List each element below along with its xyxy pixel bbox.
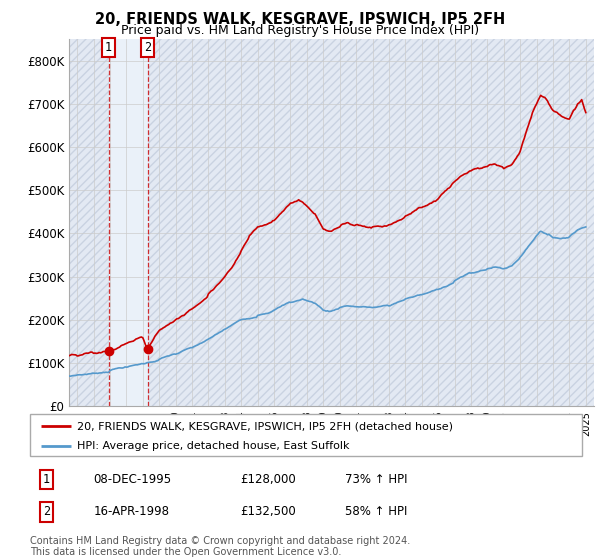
- Text: 1: 1: [105, 41, 112, 54]
- Text: 20, FRIENDS WALK, KESGRAVE, IPSWICH, IP5 2FH: 20, FRIENDS WALK, KESGRAVE, IPSWICH, IP5…: [95, 12, 505, 27]
- Bar: [69, 39, 109, 406]
- Text: Price paid vs. HM Land Registry's House Price Index (HPI): Price paid vs. HM Land Registry's House …: [121, 24, 479, 36]
- Text: 73% ↑ HPI: 73% ↑ HPI: [344, 473, 407, 486]
- Text: 2: 2: [43, 505, 50, 519]
- Text: 20, FRIENDS WALK, KESGRAVE, IPSWICH, IP5 2FH (detached house): 20, FRIENDS WALK, KESGRAVE, IPSWICH, IP5…: [77, 421, 453, 431]
- Text: 58% ↑ HPI: 58% ↑ HPI: [344, 505, 407, 519]
- Text: £132,500: £132,500: [240, 505, 296, 519]
- Text: 16-APR-1998: 16-APR-1998: [94, 505, 169, 519]
- Text: Contains HM Land Registry data © Crown copyright and database right 2024.
This d: Contains HM Land Registry data © Crown c…: [30, 535, 410, 557]
- Bar: [109, 39, 148, 406]
- Text: £128,000: £128,000: [240, 473, 296, 486]
- FancyBboxPatch shape: [30, 414, 582, 456]
- Bar: [148, 39, 594, 406]
- Text: 2: 2: [144, 41, 151, 54]
- Text: 1: 1: [43, 473, 50, 486]
- Bar: [69, 39, 109, 406]
- Text: HPI: Average price, detached house, East Suffolk: HPI: Average price, detached house, East…: [77, 441, 349, 451]
- Text: 08-DEC-1995: 08-DEC-1995: [94, 473, 172, 486]
